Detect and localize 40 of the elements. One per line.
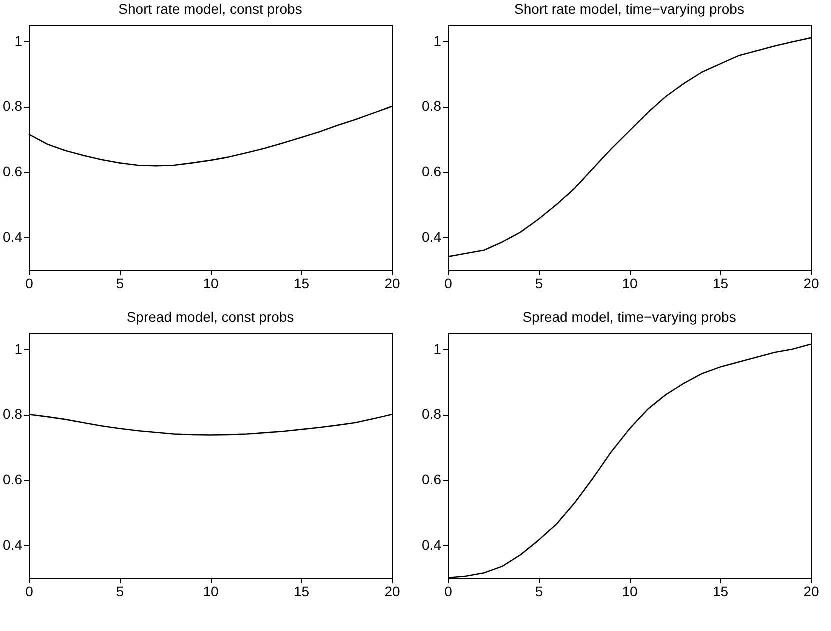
x-tick-label: 20 <box>384 276 400 292</box>
x-tick-label: 15 <box>294 584 310 600</box>
y-tick-label: 0.6 <box>3 164 23 180</box>
x-tick-label: 0 <box>26 276 34 292</box>
x-tick-label: 5 <box>535 584 544 600</box>
y-tick-label: 1 <box>434 32 442 49</box>
y-tick-label: 0.8 <box>3 98 23 114</box>
x-tick-label: 10 <box>203 276 219 292</box>
y-tick-label: 1 <box>14 32 23 49</box>
x-tick-label: 5 <box>116 276 124 292</box>
x-tick-label: 15 <box>294 276 310 292</box>
y-tick-label: 0.8 <box>3 406 23 422</box>
x-tick-label: 20 <box>804 584 820 600</box>
y-tick-label: 0.4 <box>422 536 442 553</box>
chart-title: Spread model, time−varying probs <box>522 309 736 325</box>
x-tick-label: 0 <box>26 584 34 600</box>
y-tick-label: 0.8 <box>422 98 442 114</box>
x-tick-label: 15 <box>712 276 729 292</box>
chart-title: Short rate model, const probs <box>118 1 302 17</box>
x-tick-label: 20 <box>384 584 400 600</box>
x-tick-label: 10 <box>203 584 219 600</box>
y-tick-label: 0.4 <box>3 228 23 245</box>
x-tick-label: 10 <box>622 584 638 600</box>
x-tick-label: 10 <box>622 276 638 292</box>
chart-title: Spread model, const probs <box>126 309 294 325</box>
y-tick-label: 1 <box>14 340 23 357</box>
y-tick-label: 0.4 <box>3 536 23 553</box>
chart-title: Short rate model, time−varying probs <box>514 1 744 17</box>
x-tick-label: 15 <box>712 584 729 600</box>
x-tick-label: 20 <box>804 276 820 292</box>
x-tick-label: 0 <box>444 584 453 600</box>
y-tick-label: 0.6 <box>3 472 23 488</box>
y-tick-label: 0.8 <box>422 406 442 422</box>
x-tick-label: 5 <box>535 276 544 292</box>
y-tick-label: 0.4 <box>422 228 442 245</box>
x-tick-label: 5 <box>116 584 124 600</box>
y-tick-label: 1 <box>434 340 442 357</box>
y-tick-label: 0.6 <box>422 472 442 488</box>
y-tick-label: 0.6 <box>422 164 442 180</box>
x-tick-label: 0 <box>444 276 453 292</box>
